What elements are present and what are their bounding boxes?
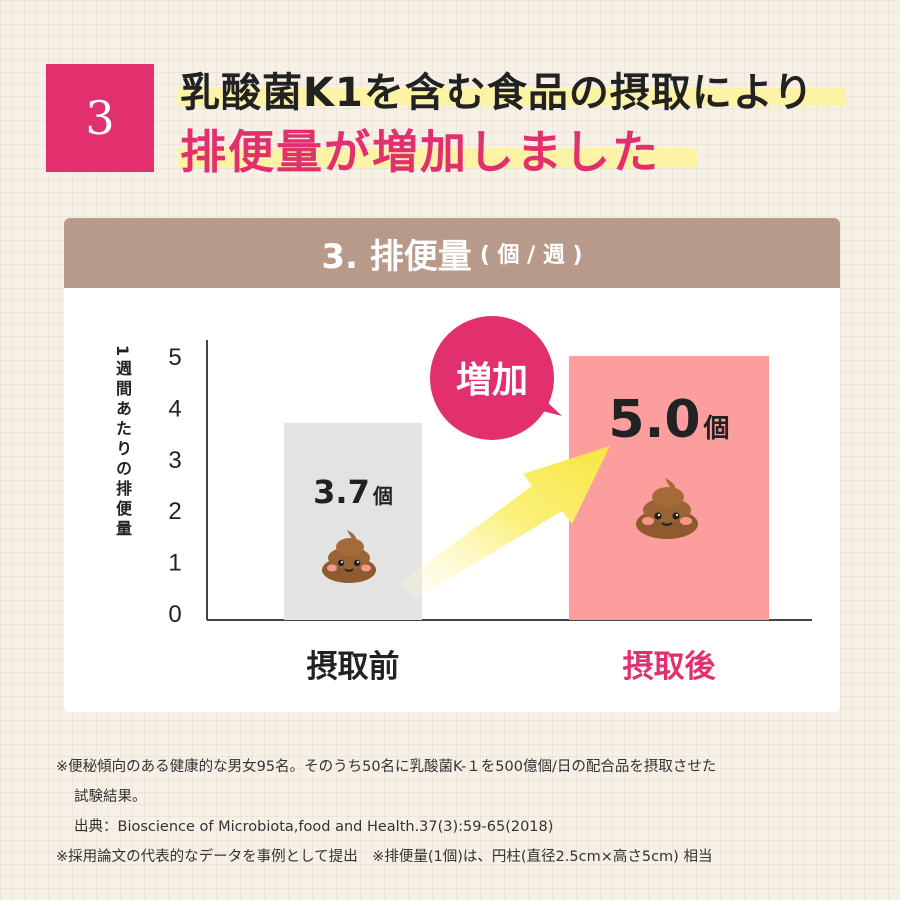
x-category-label: 摂取後 [623,649,717,685]
headline-highlight [178,88,846,106]
step-number-badge: 3 [46,64,154,172]
y-tick-label: 4 [168,395,181,422]
y-tick-label: 3 [168,447,181,474]
bar-before [284,422,422,620]
increase-callout: 増加 [430,316,562,440]
x-category-label: 摂取前 [307,649,400,685]
y-axis-label: 1週間あたりの排便量 [113,345,132,541]
increase-arrow [400,446,610,600]
footnote-line: ※便秘傾向のある健康的な男女95名。そのうち50名に乳酸菌K-１を500億個/日… [56,759,717,775]
poop-icon [322,530,376,583]
chart-title: 3. 排便量 [321,236,472,277]
bar-value-label: 5.0 個 [608,390,729,450]
chart-header: 3. 排便量 ( 個 / 週 ) [64,218,840,288]
chart-unit: ( 個 / 週 ) [479,243,583,268]
footnotes: ※便秘傾向のある健康的な男女95名。そのうち50名に乳酸菌K-１を500億個/日… [56,752,716,872]
footnote-source: 出典：Bioscience of Microbiota,food and Hea… [74,819,554,835]
poop-icon [636,478,698,539]
headline-line-1: 乳酸菌K1を含む食品の摂取により [180,70,815,116]
footnote-line: 試験結果。 [74,789,147,805]
y-tick-label: 2 [168,498,181,525]
headline-line-2: 排便量が増加しました [180,125,660,179]
y-tick-label: 1 [168,550,181,577]
increase-callout-label: 増加 [456,359,528,401]
headline-highlight [178,148,698,168]
y-tick-label: 0 [168,601,181,628]
footnote-line: ※採用論文の代表的なデータを事例として提出 ※排便量(1個)は、円柱(直径2.5… [56,849,713,865]
bar-value-label: 3.7 個 [313,473,393,511]
y-tick-label: 5 [168,344,181,371]
